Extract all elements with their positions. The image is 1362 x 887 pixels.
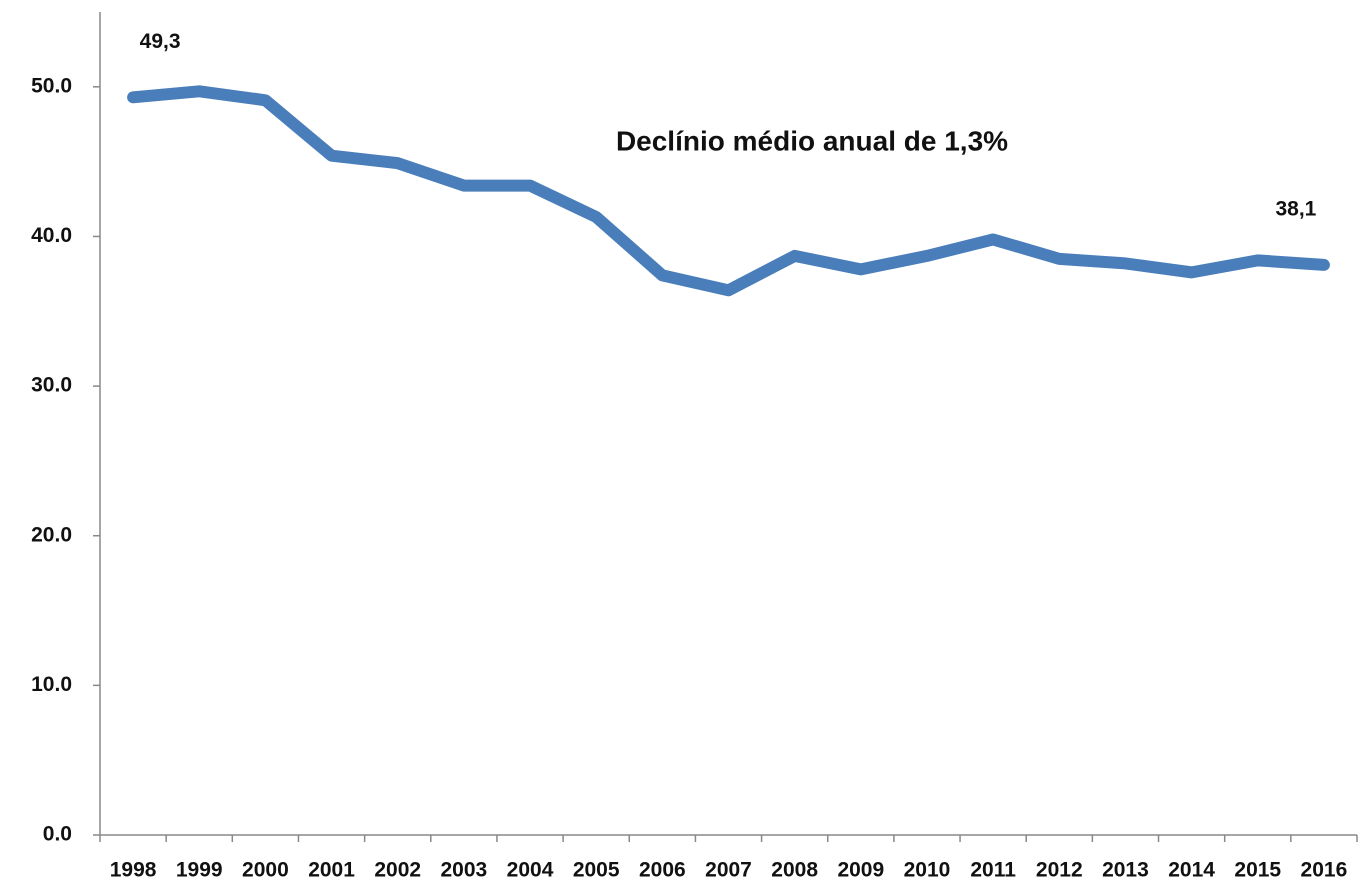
y-tick-label: 20.0 xyxy=(31,523,72,546)
x-tick-label: 2015 xyxy=(1234,859,1281,882)
annotation: Declínio médio anual de 1,3% xyxy=(616,125,1008,156)
x-tick-label: 2003 xyxy=(441,859,488,882)
x-tick-label: 2007 xyxy=(705,859,752,882)
x-tick-label: 2010 xyxy=(904,859,951,882)
x-tick-label: 2002 xyxy=(374,859,421,882)
x-tick-label: 2004 xyxy=(507,859,554,882)
y-tick-label: 0.0 xyxy=(43,823,72,846)
x-tick-label: 2005 xyxy=(573,859,620,882)
x-tick-label: 2009 xyxy=(837,859,884,882)
x-tick-label: 1998 xyxy=(110,859,157,882)
data-label: 38,1 xyxy=(1275,197,1316,220)
x-tick-label: 2013 xyxy=(1102,859,1149,882)
y-tick-label: 10.0 xyxy=(31,673,72,696)
x-tick-label: 2000 xyxy=(242,859,289,882)
x-tick-label: 2006 xyxy=(639,859,686,882)
x-tick-label: 2012 xyxy=(1036,859,1083,882)
x-tick-label: 2014 xyxy=(1168,859,1215,882)
x-tick-label: 2016 xyxy=(1301,859,1348,882)
x-tick-label: 1999 xyxy=(176,859,223,882)
y-tick-label: 30.0 xyxy=(31,374,72,397)
y-tick-label: 50.0 xyxy=(31,74,72,97)
x-tick-label: 2008 xyxy=(771,859,818,882)
data-line xyxy=(127,85,1330,297)
x-tick-label: 2001 xyxy=(308,859,355,882)
x-tick-label: 2011 xyxy=(970,859,1016,882)
y-tick-label: 40.0 xyxy=(31,224,72,247)
data-label: 49,3 xyxy=(140,30,181,53)
